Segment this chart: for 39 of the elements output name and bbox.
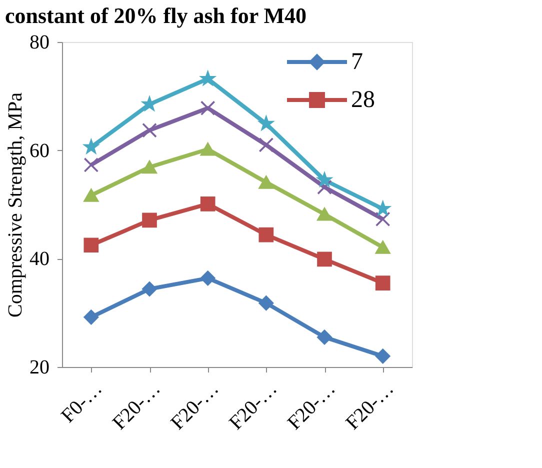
point [317,208,332,221]
point [84,188,99,202]
point [375,348,390,364]
point [142,212,157,228]
point [84,158,99,172]
x-tick-label: F0-… [57,378,107,428]
point [259,116,274,130]
point [258,227,274,242]
point [84,238,99,253]
point [258,176,274,189]
y-tick-label: 80 [30,32,50,54]
point [317,172,332,186]
point [200,100,216,116]
point [142,122,157,138]
point [142,160,157,174]
point [200,142,216,156]
point [375,240,390,254]
y-tick-label: 60 [30,140,50,162]
point [317,180,332,195]
point [200,270,216,286]
point [142,282,157,296]
legend-label: 28 [351,87,375,113]
point [317,330,332,345]
point [84,310,99,325]
point [375,276,390,290]
point [258,296,274,310]
y-axis-title: Compressive Strength, MPa [4,92,26,318]
point [200,196,216,212]
point [142,96,157,110]
point [375,212,390,227]
point [200,71,215,86]
point [317,252,332,267]
legend-label: 7 [351,49,363,75]
y-tick-label: 40 [30,248,50,270]
y-tick-label: 20 [30,356,50,378]
chart-title: constant of 20% fly ash for M40 [5,3,306,28]
point [84,140,98,154]
point [376,201,390,216]
point [258,138,274,152]
